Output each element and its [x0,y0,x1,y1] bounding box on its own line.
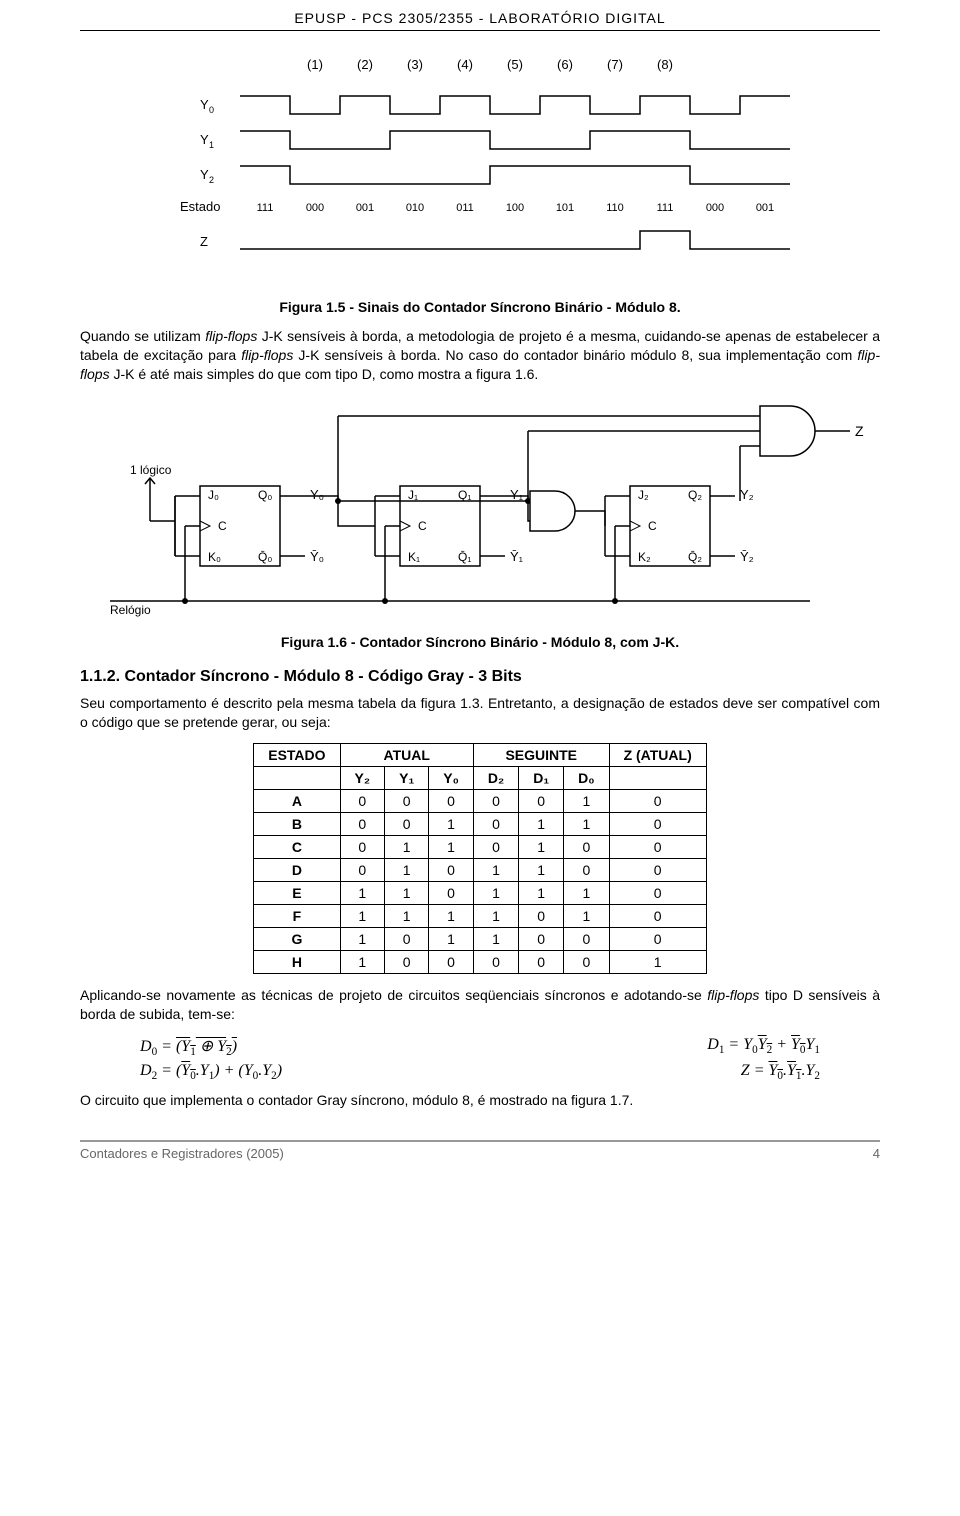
label-z: Z [200,234,208,249]
th-z: Z (ATUAL) [609,744,706,767]
svg-text:101: 101 [556,202,574,214]
svg-text:111: 111 [657,202,674,214]
svg-text:000: 000 [306,202,324,214]
th-y2: Y₂ [340,767,385,790]
eq-z: Z = Y0.Y1.Y2 [741,1062,820,1082]
fig-1-5-caption: Figura 1.5 - Sinais do Contador Síncrono… [80,299,880,315]
svg-text:Q₁: Q₁ [458,488,471,502]
svg-text:C: C [648,519,657,533]
label-estado: Estado [180,199,220,214]
svg-text:110: 110 [606,202,624,214]
footer-page-number: 4 [873,1146,880,1161]
th-y1: Y₁ [385,767,429,790]
state-table: ESTADO ATUAL SEGUINTE Z (ATUAL) Y₂ Y₁ Y₀… [253,743,707,974]
relogio-label: Relógio [110,603,151,617]
th-d2: D₂ [473,767,518,790]
svg-text:J₂: J₂ [638,488,649,502]
th-d0: D₀ [564,767,609,790]
svg-text:(5): (5) [507,57,523,72]
table-row: G1011000 [254,928,707,951]
svg-text:(6): (6) [557,57,573,72]
eq-d1: D1 = Y0Y2 + Y0Y1 [707,1036,820,1058]
svg-text:Q̄₁: Q̄₁ [458,550,471,564]
svg-text:Q₀: Q₀ [258,488,272,502]
svg-text:(2): (2) [357,57,373,72]
fig-1-6-caption: Figura 1.6 - Contador Síncrono Binário -… [80,634,880,650]
table-row: B0010110 [254,813,707,836]
svg-text:0: 0 [209,105,214,115]
table-row: C0110100 [254,836,707,859]
paragraph-4: O circuito que implementa o contador Gra… [80,1091,880,1110]
table-row: F1111010 [254,905,707,928]
svg-text:Ȳ₀: Ȳ₀ [310,549,324,564]
svg-text:000: 000 [706,202,724,214]
th-d1: D₁ [519,767,564,790]
table-row: D0101100 [254,859,707,882]
circuit-diagram: Z 1 lógico J₀ Q₀ C K₀ Q̄₀ Y₀ Ȳ₀ J₁ Q₁ C K₁ Q̄₁ Y₁ Ȳ₁… [90,396,870,626]
svg-text:K₂: K₂ [638,550,651,564]
svg-text:K₁: K₁ [408,550,420,564]
footer-left: Contadores e Registradores (2005) [80,1146,284,1161]
svg-text:(8): (8) [657,57,673,72]
svg-text:Q̄₂: Q̄₂ [688,550,702,564]
paragraph-3: Aplicando-se novamente as técnicas de pr… [80,986,880,1024]
th-atual: ATUAL [340,744,473,767]
svg-text:Y₂: Y₂ [740,487,754,502]
svg-text:(1): (1) [307,57,323,72]
svg-text:(4): (4) [457,57,473,72]
svg-text:Y₁: Y₁ [510,487,524,502]
main-content: (1)(2)(3)(4)(5)(6)(7)(8) Y0 Y1 Y2 Estado… [0,31,960,1110]
table-row: H1000001 [254,951,707,974]
svg-text:Q̄₀: Q̄₀ [258,550,272,564]
svg-text:111: 111 [257,202,274,214]
label-y1: Y [200,132,209,147]
svg-text:C: C [218,519,227,533]
page-footer: Contadores e Registradores (2005) 4 [80,1140,880,1175]
timing-diagram: (1)(2)(3)(4)(5)(6)(7)(8) Y0 Y1 Y2 Estado… [130,51,830,291]
svg-text:001: 001 [756,202,774,214]
eq-d0: D0 = (Y1 ⊕ Y2) [140,1036,237,1058]
th-y0: Y₀ [429,767,474,790]
svg-text:001: 001 [356,202,374,214]
equation-row-1: D0 = (Y1 ⊕ Y2) D1 = Y0Y2 + Y0Y1 [140,1036,820,1058]
paragraph-2: Seu comportamento é descrito pela mesma … [80,694,880,732]
svg-text:1: 1 [209,140,214,150]
svg-text:C: C [418,519,427,533]
svg-text:J₁: J₁ [408,488,418,502]
svg-text:Y₀: Y₀ [310,487,324,502]
equation-row-2: D2 = (Y0.Y1) + (Y0.Y2) Z = Y0.Y1.Y2 [140,1062,820,1082]
svg-text:2: 2 [209,175,214,185]
svg-text:(7): (7) [607,57,623,72]
svg-text:K₀: K₀ [208,550,221,564]
eq-d2: D2 = (Y0.Y1) + (Y0.Y2) [140,1062,282,1082]
label-y0: Y [200,97,209,112]
paragraph-1: Quando se utilizam flip-flops J-K sensív… [80,327,880,384]
th-seguinte: SEGUINTE [473,744,609,767]
page-header: EPUSP - PCS 2305/2355 - LABORATÓRIO DIGI… [80,0,880,31]
svg-text:010: 010 [406,202,424,214]
svg-text:J₀: J₀ [208,488,219,502]
table-row: E1101110 [254,882,707,905]
table-row: A0000010 [254,790,707,813]
th-estado: ESTADO [254,744,340,767]
svg-text:(3): (3) [407,57,423,72]
svg-text:Q₂: Q₂ [688,488,702,502]
one-logic-label: 1 lógico [130,463,172,477]
svg-text:Ȳ₂: Ȳ₂ [740,549,754,564]
z-output-label: Z [855,423,864,439]
label-y2: Y [200,167,209,182]
section-1-1-2-title: 1.1.2. Contador Síncrono - Módulo 8 - Có… [80,668,880,686]
svg-text:Ȳ₁: Ȳ₁ [510,549,524,564]
svg-text:100: 100 [506,202,524,214]
svg-text:011: 011 [456,202,474,214]
